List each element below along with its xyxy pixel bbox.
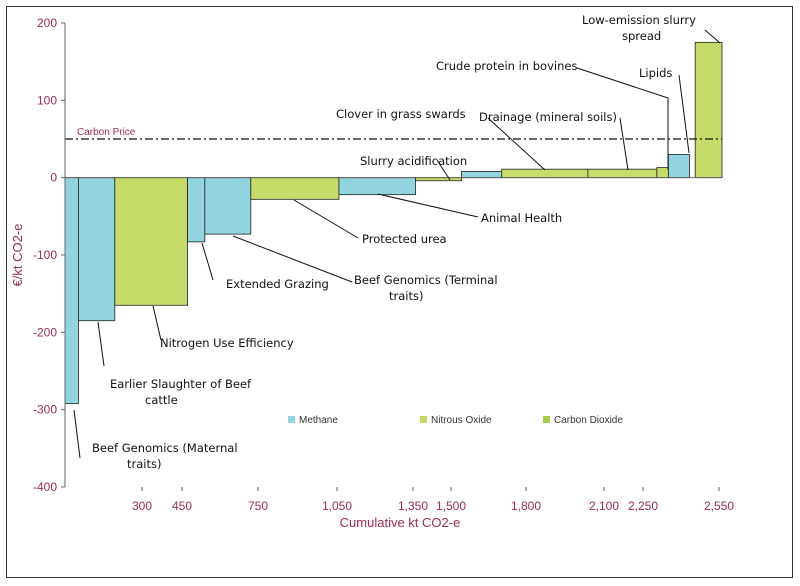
x-tick-label: 750 — [248, 499, 268, 513]
leader-crude-protein-in-bovines — [576, 67, 669, 170]
x-tick-label: 2,550 — [704, 499, 734, 513]
carbon-price-group: Carbon Price — [65, 127, 722, 140]
label-slurry-acidification: Slurry acidification — [360, 154, 467, 168]
label-beef-genomics-maternal-traits: Beef Genomics (Maternal — [92, 441, 238, 455]
x-tick-label: 1,050 — [322, 499, 352, 513]
x-tick-label: 1,800 — [511, 499, 541, 513]
label-low-emission-slurry-spread: spread — [622, 29, 661, 43]
label-earlier-slaughter-of-beef-cattle: Earlier Slaughter of Beef — [110, 377, 252, 391]
y-tick-label: 100 — [37, 93, 57, 107]
label-low-emission-slurry-spread: Low-emission slurry — [582, 13, 696, 27]
label-beef-genomics-terminal-traits: Beef Genomics (Terminal — [354, 273, 498, 287]
bar-animal-health — [338, 177, 416, 196]
leader-extended-grazing — [201, 242, 214, 281]
label-clover-in-grass-swards: Clover in grass swards — [336, 107, 466, 121]
y-tick-label: -300 — [33, 403, 57, 417]
y-tick-label: 0 — [50, 171, 57, 185]
legend-swatch-nitrous-oxide — [420, 416, 427, 423]
x-tick-label: 1,350 — [398, 499, 428, 513]
bar-crude-protein-in-bovines-small — [656, 167, 669, 179]
y-tick-label: -100 — [33, 248, 57, 262]
legend-label-carbon-dioxide: Carbon Dioxide — [554, 415, 623, 426]
label-crude-protein-in-bovines: Crude protein in bovines — [436, 59, 577, 73]
y-tick-label: 200 — [37, 16, 57, 30]
bar-crude-protein-in-bovines — [587, 168, 658, 179]
leader-beef-genomics-maternal-traits — [73, 409, 81, 459]
legend-label-methane: Methane — [299, 415, 338, 426]
legend-group: Methane Nitrous Oxide Carbon Dioxide — [288, 415, 623, 426]
leader-low-emission-slurry-spread — [704, 29, 721, 44]
bar-nitrogen-use-efficiency — [114, 177, 188, 306]
label-protected-urea: Protected urea — [362, 232, 447, 246]
bar-beef-genomics-terminal-traits — [204, 177, 252, 235]
label-beef-genomics-terminal-traits: traits) — [389, 289, 423, 303]
label-beef-genomics-maternal-traits: traits) — [127, 457, 161, 471]
legend-label-nitrous-oxide: Nitrous Oxide — [431, 415, 492, 426]
annotations-group: Beef Genomics (Maternal traits) Earlier Sl… — [73, 13, 721, 471]
x-tick-label: 450 — [172, 499, 192, 513]
bar-beef-genomics-maternal-traits — [64, 177, 79, 404]
label-drainage-mineral-soils: Drainage (mineral soils) — [479, 110, 617, 124]
y-tick-label: -200 — [33, 325, 57, 339]
bar-clover-in-grass-swards — [461, 171, 503, 179]
leader-animal-health — [377, 193, 479, 218]
leader-earlier-slaughter-of-beef-cattle — [97, 321, 105, 367]
label-nitrogen-use-efficiency: Nitrogen Use Efficiency — [160, 336, 294, 350]
legend-swatch-methane — [288, 416, 295, 423]
bar-drainage-mineral-soils — [501, 168, 589, 179]
leader-slurry-acidification — [436, 159, 451, 181]
bar-extended-grazing — [187, 177, 206, 243]
bar-lipids — [667, 154, 690, 179]
leader-drainage-mineral-soils — [619, 117, 629, 171]
label-lipids: Lipids — [639, 66, 672, 80]
y-tick-label: -400 — [33, 480, 57, 494]
chart-frame — [6, 6, 793, 578]
bar-low-emission-slurry-spread — [694, 41, 723, 179]
bar-protected-urea — [250, 177, 340, 200]
x-tick-label: 1,500 — [436, 499, 466, 513]
leader-nitrogen-use-efficiency — [152, 305, 162, 341]
x-tick-label: 2,250 — [628, 499, 658, 513]
leader-clover-in-grass-swards — [487, 117, 546, 171]
y-axis-title: €/kt CO2-e — [10, 224, 25, 287]
leader-lipids — [678, 74, 690, 154]
x-ticks-group: 300 450 750 1,050 1,350 1,500 1,800 2,100 2,250 2… — [132, 487, 734, 513]
label-animal-health: Animal Health — [481, 211, 562, 225]
x-axis-title: Cumulative kt CO2-e — [340, 515, 461, 530]
leader-protected-urea — [293, 199, 359, 239]
x-tick-label: 300 — [132, 499, 152, 513]
x-tick-label: 2,100 — [589, 499, 619, 513]
leader-beef-genomics-terminal-traits — [232, 235, 353, 283]
label-earlier-slaughter-of-beef-cattle: cattle — [145, 393, 178, 407]
y-ticks-group: -400 -300 -200 -100 0 100 200 — [33, 16, 65, 494]
legend-swatch-carbon-dioxide — [543, 416, 550, 423]
label-extended-grazing: Extended Grazing — [226, 277, 329, 291]
bar-earlier-slaughter-of-beef-cattle — [78, 177, 116, 322]
carbon-price-label: Carbon Price — [77, 127, 136, 138]
